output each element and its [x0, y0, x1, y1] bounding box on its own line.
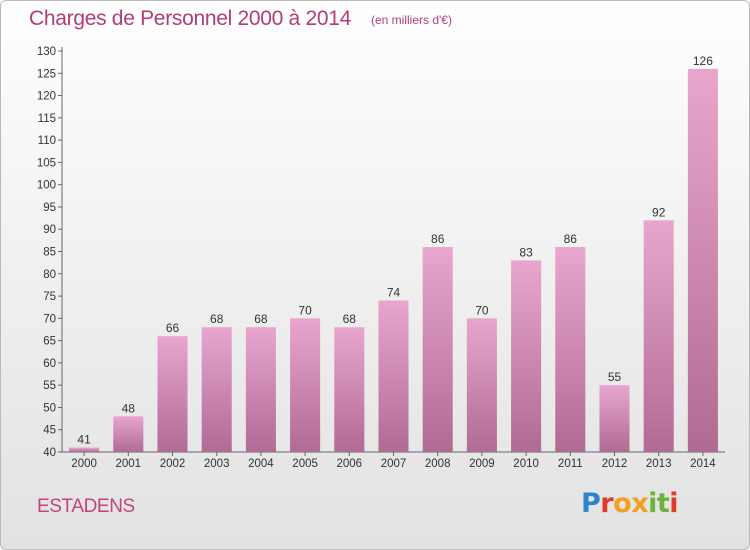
bar[interactable]	[511, 260, 542, 452]
y-tick-label: 100	[37, 180, 56, 192]
y-tick-label: 115	[38, 113, 56, 125]
bar[interactable]	[378, 300, 409, 452]
bar[interactable]	[157, 336, 188, 452]
bar-value-label: 55	[608, 370, 622, 384]
x-tick-label: 2012	[602, 458, 628, 470]
value-labels: 41 48 66 68 68 70 68 74 86 70 83 86 55 92 126	[77, 54, 713, 447]
x-tick-label: 2010	[513, 458, 539, 470]
chart-title: Charges de Personnel 2000 à 2014	[29, 7, 351, 30]
bar[interactable]	[422, 247, 453, 452]
bar-value-label: 126	[693, 54, 713, 68]
y-tick-label: 90	[43, 224, 56, 236]
logo-letter: i	[669, 488, 679, 519]
bar[interactable]	[643, 220, 674, 452]
y-tick-label: 40	[43, 447, 56, 459]
x-tick-label: 2006	[337, 458, 363, 470]
logo-letter: o	[613, 488, 632, 519]
bar-value-label: 68	[210, 312, 224, 326]
y-tick-label: 110	[38, 135, 56, 147]
bar[interactable]	[290, 318, 321, 452]
y-tick-label: 45	[43, 425, 56, 437]
bar-value-label: 86	[564, 232, 578, 246]
bar-value-label: 92	[652, 205, 666, 219]
bar-value-label: 68	[343, 312, 357, 326]
x-tick-label: 2008	[425, 458, 451, 470]
y-tick-label: 55	[43, 380, 56, 392]
y-tick-label: 105	[37, 157, 56, 169]
bar[interactable]	[687, 68, 718, 453]
y-tick-label: 120	[37, 91, 56, 103]
bar-value-label: 86	[431, 232, 445, 246]
x-axis: 2000 2001 2002 2003 2004 2005 2006 2007 2008 2009…	[62, 451, 725, 470]
y-tick-label: 75	[43, 291, 56, 303]
x-tick-label: 2013	[646, 458, 672, 470]
x-tick-label: 2000	[71, 458, 97, 470]
bar[interactable]	[599, 385, 630, 452]
x-tick-label: 2003	[204, 458, 230, 470]
logo-letter: i	[648, 488, 657, 519]
bar[interactable]	[555, 247, 586, 452]
x-tick-label: 2011	[558, 458, 583, 470]
bar[interactable]	[334, 327, 365, 452]
chart-subtitle: (en milliers d'€)	[371, 13, 452, 27]
logo-letter: x	[631, 488, 649, 519]
y-tick-label: 60	[43, 358, 56, 370]
x-tick-label: 2004	[248, 458, 274, 470]
bar-value-label: 74	[387, 286, 401, 300]
logo-letter: t	[656, 488, 670, 519]
y-tick-label: 65	[43, 336, 56, 348]
y-tick-label: 70	[43, 313, 56, 325]
bar-value-label: 68	[254, 312, 268, 326]
x-tick-label: 2001	[116, 458, 142, 470]
bar-value-label: 41	[77, 433, 91, 447]
y-tick-label: 50	[43, 402, 56, 414]
bar-value-label: 70	[298, 303, 312, 317]
bars	[69, 68, 718, 453]
y-tick-label: 80	[43, 269, 56, 281]
bar-value-label: 70	[475, 303, 489, 317]
x-tick-label: 2014	[690, 458, 716, 470]
y-axis: 40 45 50 55 60 65 70 75 80 85 90 95 100 105 110 115 120 1…	[37, 46, 63, 459]
x-tick-label: 2009	[469, 458, 495, 470]
bar-value-label: 83	[519, 245, 533, 259]
y-tick-label: 85	[43, 247, 56, 259]
y-tick-label: 125	[37, 68, 56, 80]
x-tick-label: 2005	[292, 458, 318, 470]
bar[interactable]	[113, 416, 144, 452]
bar[interactable]	[245, 327, 276, 452]
bar-value-label: 48	[122, 401, 136, 415]
bar[interactable]	[201, 327, 232, 452]
commune-name: ESTADENS	[37, 496, 135, 517]
y-tick-label: 95	[43, 202, 56, 214]
x-tick-label: 2002	[160, 458, 186, 470]
x-tick-label: 2007	[381, 458, 407, 470]
logo-letter: P	[581, 488, 601, 519]
bar[interactable]	[466, 318, 497, 452]
logo-letter: r	[600, 488, 614, 519]
bar-value-label: 66	[166, 321, 180, 335]
proxiti-logo[interactable]: Proxiti	[581, 488, 679, 519]
y-tick-label: 130	[37, 46, 56, 58]
bar[interactable]	[69, 447, 100, 452]
